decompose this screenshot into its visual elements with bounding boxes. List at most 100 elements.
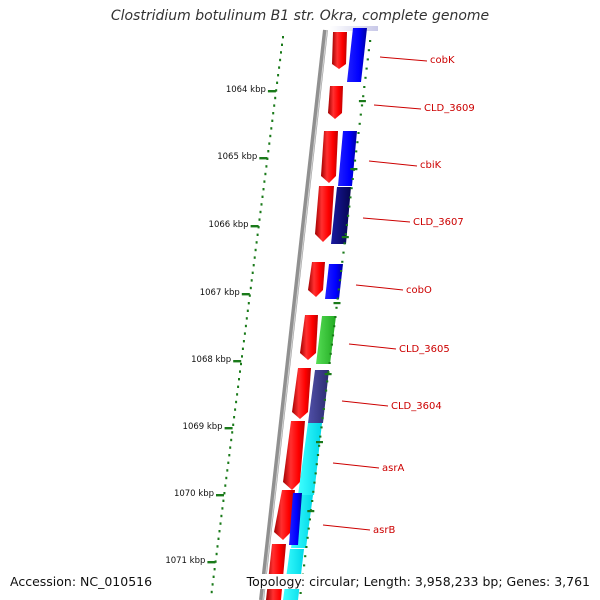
ruler-dot (235, 400, 238, 404)
inner-dot (362, 95, 365, 98)
inner-dot (343, 242, 346, 245)
ruler-label: 1070 kbp (174, 489, 214, 499)
gene-label-CLD_3609: CLD_3609 (424, 103, 475, 114)
inner-dot (312, 490, 315, 493)
gene-cbiK-block (338, 131, 357, 186)
ruler-dot (236, 393, 239, 396)
inner-dot (308, 518, 311, 521)
ruler-dot (210, 590, 213, 594)
ruler-dot (240, 362, 242, 366)
ruler-dot (217, 537, 220, 540)
inner-dot (335, 306, 338, 309)
ruler-dot (233, 416, 236, 419)
ruler-label: 1069 kbp (183, 422, 223, 432)
leader-asrB (322, 524, 371, 531)
leader-CLD_3609 (373, 104, 422, 110)
ruler-dot (249, 286, 252, 290)
ruler-label: 1064 kbp (226, 85, 266, 95)
ruler-tick (207, 561, 216, 564)
inner-tick (350, 168, 358, 171)
genome-backbone-shade (262, 29, 328, 600)
inner-tick (307, 510, 315, 513)
gene-label-CLD_3604: CLD_3604 (391, 401, 442, 412)
inner-dot (331, 334, 335, 337)
ruler-dot (242, 340, 245, 343)
gene-label-cobO: cobO (406, 285, 432, 296)
gene-label-asrA: asrA (382, 463, 404, 474)
ruler-ticks (207, 90, 276, 564)
ruler-dot (264, 172, 267, 176)
gene-label-CLD_3607: CLD_3607 (413, 217, 464, 228)
ruler-dot (219, 522, 222, 525)
ruler-dot (259, 210, 262, 214)
genome-summary-text: Topology: circular; Length: 3,958,233 bp… (244, 574, 592, 589)
inner-dot (316, 454, 320, 456)
ruler-dot (223, 492, 226, 495)
ruler-dot (273, 104, 276, 107)
ruler-dot (252, 264, 255, 267)
ruler-label: 1067 kbp (200, 288, 240, 298)
ruler-dot (222, 499, 225, 502)
ruler-dot (241, 347, 244, 350)
ruler-dot (253, 256, 256, 259)
inner-dot (305, 546, 308, 548)
cds-forward-1 (332, 32, 347, 69)
inner-dot (353, 159, 357, 162)
leader-asrA (332, 462, 380, 469)
inner-tick (324, 373, 332, 376)
inner-dot (315, 463, 318, 466)
inner-tick (333, 302, 341, 305)
ruler-dot (213, 568, 216, 571)
ruler-dotted-line (210, 36, 284, 594)
ruler-dot (275, 89, 278, 92)
inner-dot (322, 408, 325, 410)
inner-dot (320, 426, 323, 429)
inner-dot (356, 141, 359, 144)
inner-dot (351, 178, 354, 180)
inner-dot (365, 67, 368, 70)
ruler-dot (238, 378, 240, 381)
inner-dot (326, 380, 329, 383)
ruler-dot (250, 279, 253, 282)
ruler-dot (271, 119, 274, 122)
ruler-dot (228, 454, 231, 457)
cds-forward-4 (315, 186, 334, 242)
ruler-dot (226, 469, 229, 472)
inner-dot (299, 592, 302, 594)
inner-dot (330, 343, 333, 346)
ruler-tick (250, 225, 259, 228)
ruler-dot (247, 302, 250, 305)
ruler-dot (231, 431, 234, 434)
inner-dot (325, 389, 328, 392)
ruler-dot (244, 324, 247, 328)
ruler-dot (281, 43, 283, 46)
cds-forward-8 (283, 421, 305, 490)
inner-tick (316, 441, 323, 444)
inner-dot (337, 288, 340, 291)
ruler-dot (248, 294, 251, 297)
inner-dot (358, 122, 361, 125)
inner-dot (355, 150, 358, 153)
gene-label-CLD_3605: CLD_3605 (399, 344, 450, 355)
inner-dot (341, 260, 344, 263)
ruler-label: 1065 kbp (217, 152, 257, 162)
ruler-dot (256, 233, 259, 236)
gene-labels: cobK CLD_3609 cbiK CLD_3607 cobO CLD_360… (373, 55, 475, 536)
ruler-label: 1071 kbp (165, 556, 205, 566)
inner-dot (313, 481, 316, 484)
inner-dot (350, 187, 353, 190)
ruler-dot (220, 514, 223, 518)
cds-forward-6 (300, 315, 318, 360)
inner-dot (342, 251, 345, 254)
ruler-dot (282, 36, 284, 39)
inner-dot (311, 500, 314, 502)
ruler-dot (276, 81, 279, 84)
gene-label-cobK: cobK (430, 55, 455, 66)
cds-forward-5 (308, 262, 325, 297)
inner-dot (340, 270, 343, 272)
ruler-tick (259, 157, 268, 160)
inner-dot (349, 196, 352, 199)
leader-CLD_3604 (341, 400, 389, 407)
ruler-dot (216, 545, 219, 548)
inner-dot (303, 564, 306, 567)
